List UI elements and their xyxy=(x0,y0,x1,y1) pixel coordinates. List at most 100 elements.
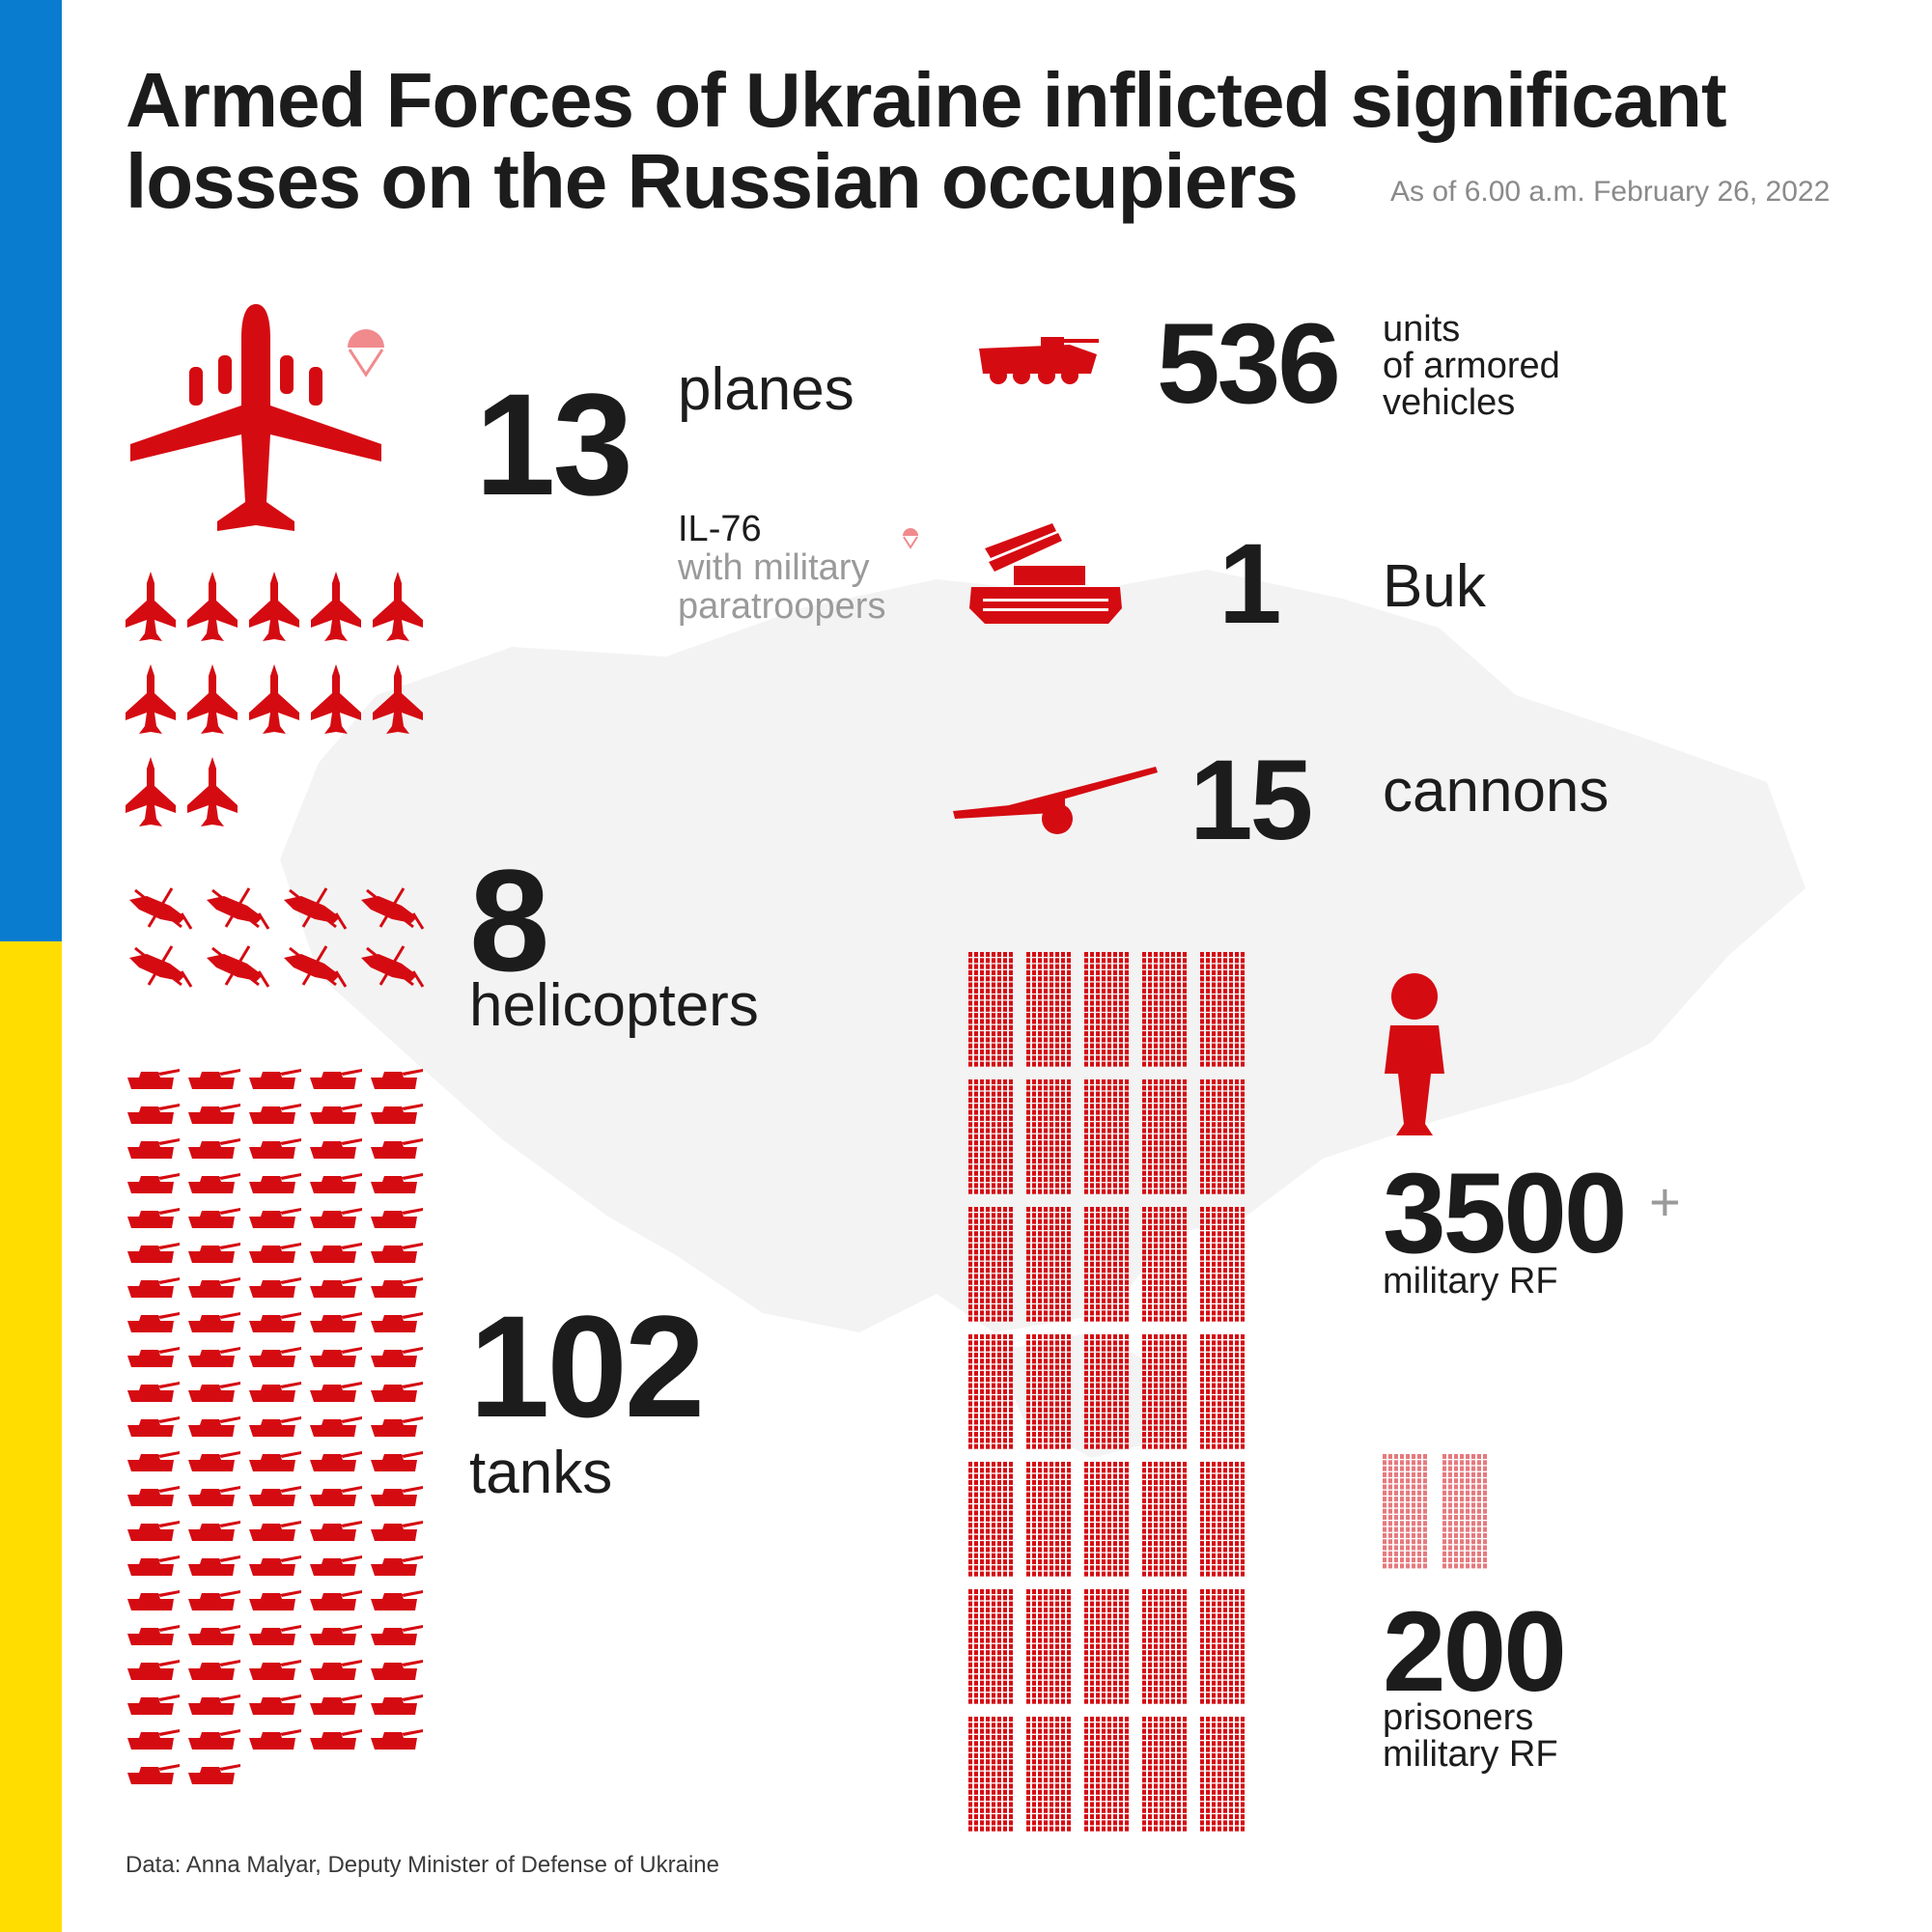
tank-icon xyxy=(310,1347,362,1367)
tank-icon xyxy=(127,1694,180,1715)
soldier-block xyxy=(1026,1717,1071,1832)
tank-icon xyxy=(371,1208,423,1228)
soldier-block xyxy=(1200,1462,1245,1577)
tank-icon xyxy=(371,1625,423,1645)
page-title: Armed Forces of Ukraine inflicted signif… xyxy=(126,57,1727,224)
tank-icon xyxy=(127,1625,180,1645)
soldier-block xyxy=(1084,952,1129,1067)
buk-label: Buk xyxy=(1383,553,1486,620)
tank-icon xyxy=(371,1590,423,1610)
soldier-block xyxy=(968,1462,1013,1577)
tank-icon xyxy=(249,1660,301,1680)
tank-icon xyxy=(188,1138,240,1159)
il76-plane-icon xyxy=(130,304,381,531)
soldier-block xyxy=(1026,1589,1071,1704)
tank-icon xyxy=(371,1173,423,1193)
armored-label-line3: vehicles xyxy=(1383,382,1516,423)
fighter-jet-icon xyxy=(249,664,299,734)
soldier-block xyxy=(1200,1334,1245,1449)
military-label: military RF xyxy=(1383,1261,1558,1302)
fighter-jet-icon xyxy=(311,572,361,641)
tank-icon xyxy=(127,1660,180,1680)
armored-label-line2: of armored xyxy=(1383,346,1560,386)
soldier-block xyxy=(1084,1589,1129,1704)
helicopter-icon xyxy=(207,887,270,930)
tank-icon xyxy=(188,1312,240,1332)
tank-icon xyxy=(127,1243,180,1263)
tank-icon xyxy=(188,1347,240,1367)
tank-icon xyxy=(188,1486,240,1506)
tank-icon xyxy=(371,1660,423,1680)
tank-icon xyxy=(127,1416,180,1437)
tank-icon xyxy=(310,1243,362,1263)
tank-icon xyxy=(249,1347,301,1367)
tank-icon xyxy=(188,1208,240,1228)
tank-icon xyxy=(188,1104,240,1124)
prisoners-count: 200 xyxy=(1383,1588,1567,1716)
tank-icon xyxy=(371,1277,423,1298)
tank-icon xyxy=(127,1104,180,1124)
tank-icon xyxy=(310,1590,362,1610)
tank-icon xyxy=(188,1243,240,1263)
tank-icon xyxy=(371,1521,423,1541)
flag-yellow-stripe xyxy=(0,941,62,1932)
soldier-block xyxy=(1026,1334,1071,1449)
tanks-label: tanks xyxy=(469,1440,613,1506)
soldier-block xyxy=(1084,1334,1129,1449)
soldier-block xyxy=(1084,1079,1129,1194)
armored-count: 536 xyxy=(1157,300,1341,428)
armored-vehicle-icon xyxy=(979,337,1099,384)
tank-icon xyxy=(249,1416,301,1437)
tank-icon xyxy=(249,1451,301,1471)
military-pictogram-grid xyxy=(968,952,1245,1832)
tank-icon xyxy=(188,1660,240,1680)
soldier-block xyxy=(1142,952,1187,1067)
soldier-block xyxy=(1200,1717,1245,1832)
tank-icon xyxy=(249,1138,301,1159)
helicopter-icon xyxy=(284,887,348,930)
source-note: Data: Anna Malyar, Deputy Minister of De… xyxy=(126,1852,719,1878)
helicopter-icon xyxy=(284,945,348,988)
fighter-jet-icon xyxy=(126,757,176,826)
tank-icon xyxy=(371,1451,423,1471)
fighter-jet-icon xyxy=(187,572,238,641)
tank-icon xyxy=(310,1694,362,1715)
tank-icon xyxy=(127,1521,180,1541)
soldier-block xyxy=(1142,1589,1187,1704)
tank-icon xyxy=(188,1694,240,1715)
tank-icon xyxy=(310,1416,362,1437)
tanks-grid xyxy=(127,1069,423,1784)
tank-icon xyxy=(127,1208,180,1228)
helicopters-label: helicopters xyxy=(469,972,759,1039)
tank-icon xyxy=(310,1382,362,1402)
tank-icon xyxy=(188,1625,240,1645)
tank-icon xyxy=(249,1694,301,1715)
tank-icon xyxy=(310,1069,362,1089)
tank-icon xyxy=(249,1486,301,1506)
parachute-icon xyxy=(348,329,384,378)
tank-icon xyxy=(249,1208,301,1228)
tank-icon xyxy=(249,1625,301,1645)
fighter-jet-icon xyxy=(249,572,299,641)
tank-icon xyxy=(188,1277,240,1298)
tank-icon xyxy=(371,1555,423,1576)
tank-icon xyxy=(249,1590,301,1610)
tank-icon xyxy=(310,1104,362,1124)
fighter-jet-icon xyxy=(373,664,423,734)
helicopters-grid xyxy=(129,887,425,988)
tank-icon xyxy=(371,1243,423,1263)
tank-icon xyxy=(188,1173,240,1193)
tank-icon xyxy=(371,1729,423,1750)
soldier-block xyxy=(968,1207,1013,1322)
tank-icon xyxy=(188,1382,240,1402)
tank-icon xyxy=(371,1104,423,1124)
prisoners-pictogram-grid xyxy=(1383,1454,1487,1569)
fighter-jet-icon xyxy=(311,664,361,734)
tank-icon xyxy=(127,1312,180,1332)
armored-label-line1: units xyxy=(1383,309,1461,350)
helicopter-icon xyxy=(361,887,425,930)
tank-icon xyxy=(371,1486,423,1506)
helicopter-icon xyxy=(129,887,193,930)
tank-icon xyxy=(371,1416,423,1437)
helicopter-icon xyxy=(361,945,425,988)
